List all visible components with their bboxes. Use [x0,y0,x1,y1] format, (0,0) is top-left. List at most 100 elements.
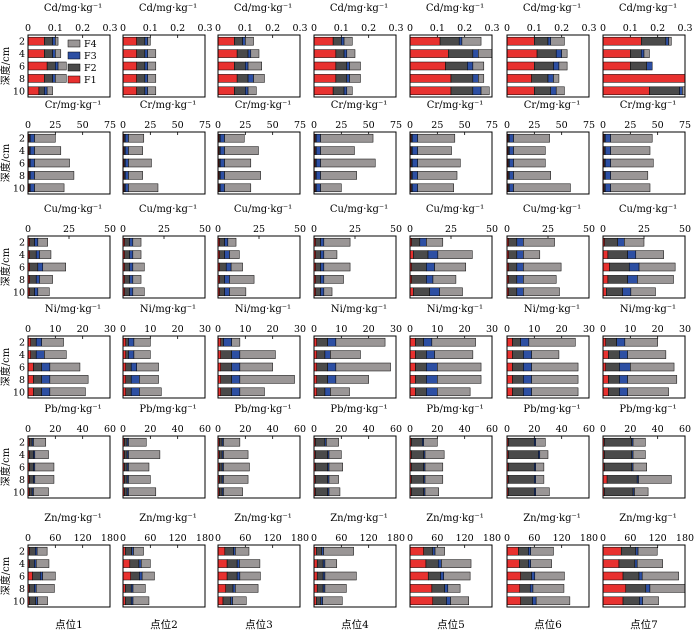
panel-cu-site-2: Cu/mg·kg⁻¹ 0 25 50 [120,204,211,299]
bar-f2-depth-8 [125,375,132,384]
x-tick-label: 25 [144,120,156,131]
panel-title: Cu/mg·kg⁻¹ [330,204,388,215]
x-tick-label: 0 [25,424,31,435]
x-tick-label: 0 [120,120,126,131]
panel-cr-site-7: Cr/mg·kg⁻¹ 0 25 50 75 [600,100,691,195]
bar-f2-depth-2 [411,237,421,247]
x-tick-label: 60 [390,424,402,435]
bar-f2-depth-2 [136,36,146,46]
panel-frame [122,34,206,98]
bar-f2-depth-4 [508,250,518,259]
bar-f2-depth-10 [450,86,474,96]
bar-f4-depth-2 [423,437,438,447]
bar-f4-depth-2 [128,133,145,143]
bar-f3-depth-6 [41,362,51,372]
bar-f4-depth-6 [523,262,562,272]
bar-f1-depth-10 [27,86,40,96]
bar-f1-depth-2 [602,36,642,46]
x-tick-label: 60 [528,533,540,544]
x-tick-label: 10 [239,324,251,335]
bar-f3-depth-2 [233,546,236,556]
panel-frame [122,335,206,399]
bar-f3-depth-2 [35,546,38,556]
bar-f3-depth-4 [236,559,240,568]
bar-f4-depth-4 [324,559,338,568]
bar-f4-depth-8 [417,171,458,180]
y-axis-label: 深度/cm [0,556,12,595]
y-tick-label: 4 [19,146,25,157]
panel-frame [217,335,301,399]
bar-f1-depth-8 [217,584,226,593]
bar-f4-depth-6 [335,362,391,372]
bar-f3-depth-4 [508,146,514,155]
x-tick-label: 120 [360,533,378,544]
bar-f4-depth-2 [36,546,48,556]
bar-f2-depth-6 [124,462,128,472]
bar-f3-depth-10 [679,86,683,96]
x-tick-label: 0 [120,23,126,34]
x-tick-label: 50 [77,120,89,131]
x-tick-label: 25 [253,224,265,235]
bar-f2-depth-2 [220,337,224,347]
bar-f2-depth-6 [508,462,535,472]
bar-f2-depth-8 [29,584,35,593]
bar-f4-depth-2 [535,437,546,447]
panel-title: Cu/mg·kg⁻¹ [523,204,581,215]
y-tick-label: 8 [19,74,25,85]
bar-f1-depth-6 [602,262,610,272]
bar-f3-depth-8 [35,275,40,284]
x-tick-label: 25 [431,120,443,131]
bar-f3-depth-8 [232,584,236,593]
panel-title: Cr/mg·kg⁻¹ [331,100,388,111]
bar-f4-depth-6 [424,462,444,472]
x-tick-label: 60 [679,424,691,435]
bar-f4-depth-6 [136,362,159,372]
bar-f3-depth-10 [324,387,331,397]
bar-f2-depth-2 [620,546,637,556]
bar-f4-depth-6 [320,158,376,168]
bar-f4-depth-2 [227,237,237,247]
bar-f3-depth-2 [616,337,626,347]
bar-f3-depth-6 [346,61,350,71]
bar-f2-depth-8 [315,275,321,284]
y-tick-label: 10 [13,86,25,97]
bar-f3-depth-10 [604,183,611,193]
bar-f3-depth-8 [529,584,534,593]
x-tick-label: 0.1 [623,23,638,34]
panel-title: Zn/mg·kg⁻¹ [619,513,677,524]
bar-f3-depth-4 [224,250,230,259]
x-tick-label: 0 [407,224,413,235]
bar-f4-depth-2 [343,36,353,46]
bar-f4-depth-10 [531,387,579,397]
bar-f2-depth-2 [29,237,35,247]
bar-f4-depth-4 [441,559,472,568]
x-tick-label: 0 [600,533,606,544]
bar-f4-depth-2 [632,437,646,447]
bar-f2-depth-2 [604,437,632,447]
site-label: 点位2 [150,618,178,631]
x-tick-label: 180 [101,533,119,544]
bar-f4-depth-6 [247,61,262,71]
bar-f4-depth-2 [235,546,250,556]
bar-f4-depth-4 [437,250,473,259]
y-tick-label: 2 [19,238,25,249]
bar-f2-depth-6 [335,61,348,71]
y-tick-label: 4 [19,250,25,261]
bar-f2-depth-4 [220,350,232,359]
bar-f2-depth-2 [30,337,37,347]
bar-f4-depth-10 [37,287,50,297]
bar-f2-depth-8 [219,475,223,484]
bar-f4-depth-8 [324,584,347,593]
bar-f3-depth-10 [35,596,38,606]
bar-f3-depth-4 [516,250,524,259]
bar-f2-depth-4 [415,350,427,359]
panel-frame [313,131,397,195]
site-label: 点位7 [630,618,658,631]
panel-ni-site-5: Ni/mg·kg⁻¹ 0 10 20 30 [407,304,498,399]
bar-f1-depth-6 [313,61,337,71]
bar-f2-depth-2 [316,546,322,556]
bar-f1-depth-4 [602,250,609,259]
bar-f4-depth-4 [128,450,161,459]
bar-f4-depth-2 [326,437,339,447]
